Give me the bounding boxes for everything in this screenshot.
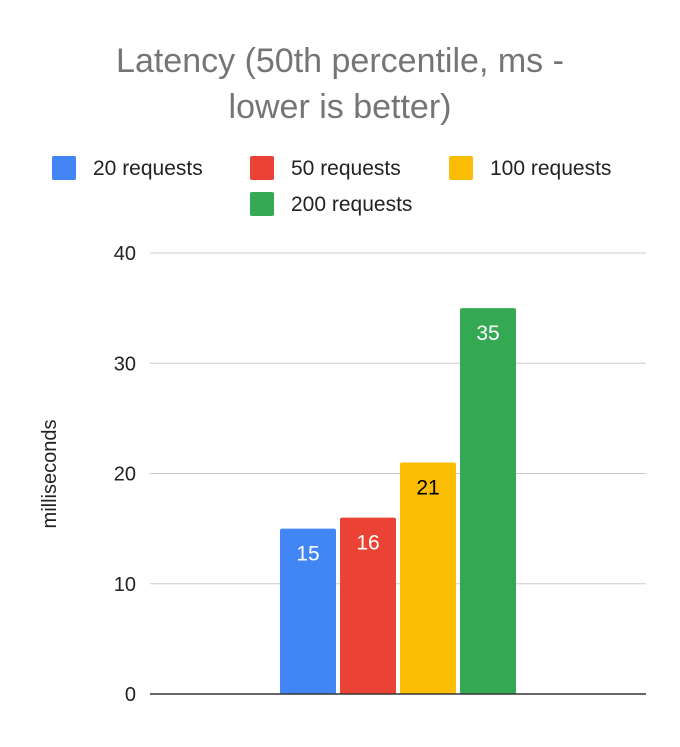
legend-label: 50 requests: [291, 157, 401, 180]
legend-label: 200 requests: [291, 193, 412, 216]
bar-value-label: 21: [416, 476, 439, 499]
bar-value-labels: 15 16 21 35: [296, 322, 499, 566]
legend-label: 20 requests: [93, 157, 203, 180]
y-axis-tick-labels: 0 10 20 30 40: [114, 243, 136, 706]
y-tick-label: 20: [114, 464, 136, 486]
bar-value-label: 35: [476, 322, 499, 345]
legend: 20 requests 50 requests 100 requests 200 re…: [52, 156, 611, 216]
chart-title: Latency (50th percentile, ms - lower is …: [116, 42, 564, 126]
legend-item: 50 requests: [250, 156, 401, 180]
bars: [280, 308, 516, 694]
bar: [460, 308, 516, 694]
y-axis-label: milliseconds: [39, 420, 61, 529]
y-tick-label: 40: [114, 243, 136, 265]
bar-value-label: 16: [356, 532, 379, 555]
y-tick-label: 30: [114, 353, 136, 375]
legend-item: 200 requests: [250, 192, 412, 216]
legend-item: 100 requests: [449, 156, 611, 180]
bar-value-label: 15: [296, 543, 319, 566]
bar: [400, 462, 456, 694]
chart-title-line-2: lower is better): [229, 88, 452, 126]
y-tick-label: 0: [125, 684, 136, 706]
legend-swatch: [250, 192, 274, 216]
legend-item: 20 requests: [52, 156, 203, 180]
legend-swatch: [250, 156, 274, 180]
bar: [280, 528, 336, 694]
legend-label: 100 requests: [490, 157, 611, 180]
gridlines: [150, 252, 646, 585]
legend-swatch: [52, 156, 76, 180]
chart-title-line-1: Latency (50th percentile, ms -: [116, 42, 564, 80]
y-tick-label: 10: [114, 574, 136, 596]
bar: [340, 517, 396, 694]
legend-swatch: [449, 156, 473, 180]
